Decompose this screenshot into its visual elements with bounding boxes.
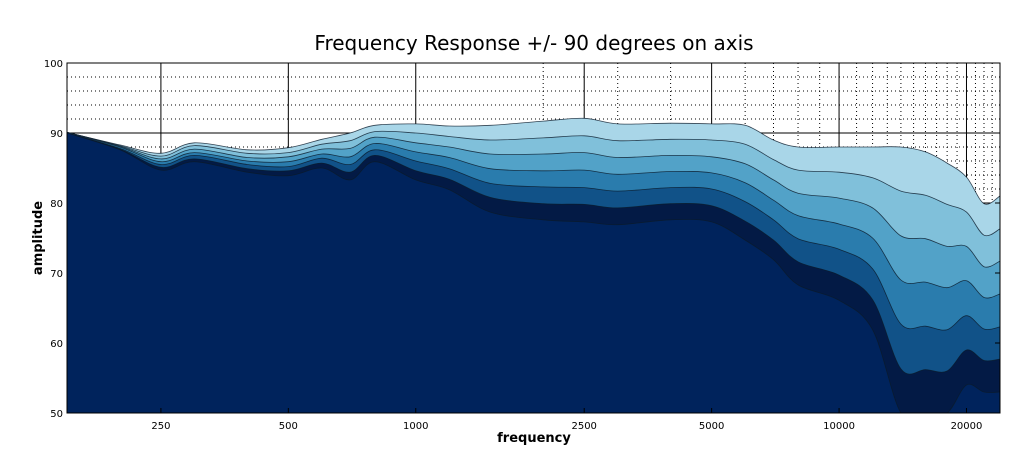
series-line-60-deg xyxy=(67,132,1000,331)
x-tick-label: 2500 xyxy=(571,421,596,432)
x-axis-label: frequency xyxy=(497,431,571,446)
x-tick-label: 500 xyxy=(279,421,298,432)
x-tick-label: 5000 xyxy=(699,421,724,432)
series-line-0-deg xyxy=(67,117,1000,205)
x-tick-label: 10000 xyxy=(823,421,855,432)
series-line-30-deg xyxy=(67,131,1000,268)
series-line-15-deg xyxy=(67,130,1000,237)
y-tick-label: 100 xyxy=(44,59,63,70)
y-axis-label: amplitude xyxy=(31,201,46,275)
y-tick-label: 70 xyxy=(50,269,63,280)
series-area-90-deg xyxy=(67,133,1000,413)
series-line-90-deg xyxy=(67,132,1000,413)
y-tick-label: 80 xyxy=(50,199,63,210)
series-areas xyxy=(67,117,1000,413)
chart-title: Frequency Response +/- 90 degrees on axi… xyxy=(314,31,753,55)
x-tick-label: 1000 xyxy=(403,421,428,432)
series-line-75-deg xyxy=(67,132,1000,375)
x-tick-label: 250 xyxy=(151,421,170,432)
y-tick-label: 50 xyxy=(50,409,63,420)
y-tick-label: 60 xyxy=(50,339,63,350)
axes: 250 500 1000 2500 5000 10000 20000 50 60 70 80 90 10… xyxy=(44,59,1001,432)
x-tick-label: 20000 xyxy=(951,421,983,432)
y-tick-label: 90 xyxy=(50,129,63,140)
series-line-45-deg xyxy=(67,132,1000,299)
plot-frame xyxy=(66,62,1001,414)
